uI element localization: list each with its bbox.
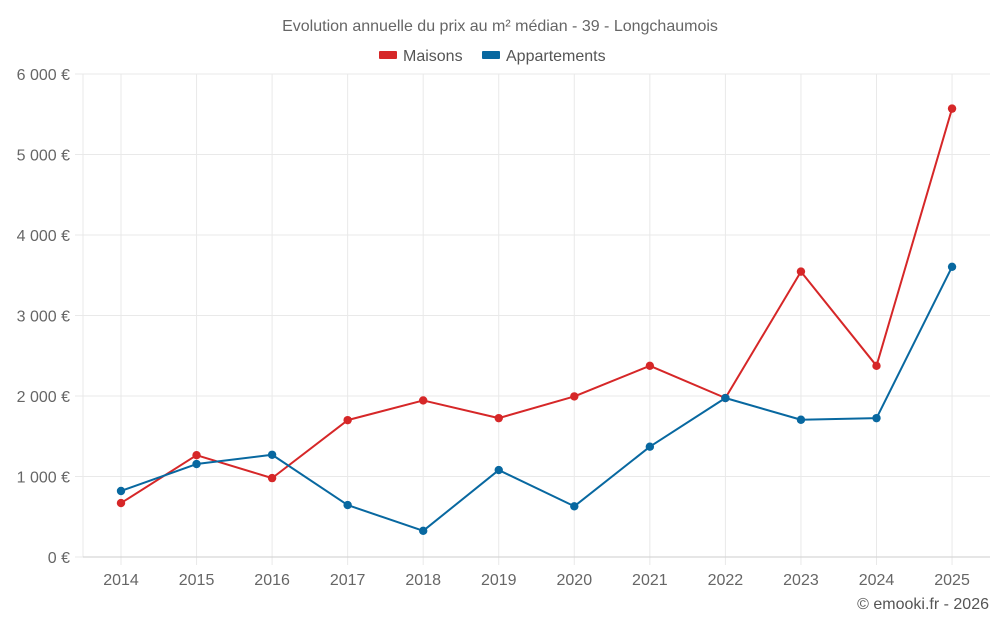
legend-swatch-maisons: [379, 51, 397, 59]
y-tick-label: 3 000 €: [17, 309, 70, 326]
data-point-maisons-2017[interactable]: [343, 415, 352, 425]
x-tick-label: 2015: [179, 572, 215, 589]
data-point-appartements-2025[interactable]: [947, 262, 957, 271]
series-layer: [116, 104, 957, 536]
x-axis: 2014 2015 2016 2017 2018 2019 2020 2021 2022 2023…: [103, 572, 970, 589]
legend-label-maisons: Maisons: [403, 48, 463, 65]
x-tick-label: 2021: [632, 572, 668, 589]
x-tick-label: 2019: [481, 572, 517, 589]
data-point-maisons-2015[interactable]: [192, 450, 201, 460]
x-tick-label: 2018: [405, 572, 441, 589]
data-point-appartements-2024[interactable]: [872, 413, 881, 423]
legend-label-appartements: Appartements: [506, 48, 606, 65]
series-maisons: [116, 104, 957, 508]
legend-item-appartements[interactable]: Appartements: [482, 48, 606, 65]
series-line-maisons: [120, 108, 954, 504]
x-tick-label: 2017: [330, 572, 366, 589]
y-tick-label: 0 €: [48, 550, 70, 567]
data-point-appartements-2019[interactable]: [494, 465, 503, 475]
series-appartements: [116, 262, 957, 536]
y-tick-label: 1 000 €: [17, 470, 70, 487]
y-gridlines: [83, 73, 990, 477]
data-point-maisons-2016[interactable]: [267, 473, 277, 483]
data-point-maisons-2021[interactable]: [645, 361, 655, 371]
x-tick-label: 2020: [557, 572, 593, 589]
data-point-maisons-2018[interactable]: [419, 396, 428, 405]
data-point-maisons-2014[interactable]: [116, 498, 126, 508]
data-point-maisons-2019[interactable]: [494, 413, 503, 423]
legend-swatch-appartements: [482, 51, 500, 59]
y-tick-label: 5 000 €: [17, 148, 70, 165]
legend: Maisons Appartements: [379, 48, 606, 65]
data-point-maisons-2020[interactable]: [570, 392, 579, 401]
copyright-credit: © emooki.fr - 2026: [857, 596, 989, 613]
x-gridlines: [82, 74, 953, 565]
data-point-maisons-2024[interactable]: [872, 361, 881, 371]
data-point-maisons-2023[interactable]: [796, 267, 806, 276]
x-tick-label: 2016: [254, 572, 290, 589]
legend-item-maisons[interactable]: Maisons: [379, 48, 463, 65]
y-tick-label: 4 000 €: [17, 228, 70, 245]
x-tick-label: 2025: [934, 572, 970, 589]
data-point-appartements-2016[interactable]: [267, 450, 277, 459]
data-point-appartements-2022[interactable]: [721, 393, 730, 403]
y-tick-label: 6 000 €: [17, 67, 70, 84]
data-point-appartements-2020[interactable]: [570, 502, 579, 511]
data-point-appartements-2014[interactable]: [116, 486, 126, 496]
data-point-appartements-2018[interactable]: [419, 526, 428, 536]
x-tick-label: 2024: [859, 572, 895, 589]
x-tick-label: 2022: [708, 572, 744, 589]
data-point-maisons-2025[interactable]: [947, 104, 957, 113]
data-point-appartements-2017[interactable]: [343, 500, 352, 510]
x-tick-label: 2023: [783, 572, 819, 589]
data-point-appartements-2015[interactable]: [192, 459, 201, 469]
data-point-appartements-2021[interactable]: [645, 442, 655, 451]
y-axis: 0 € 1 000 € 2 000 € 3 000 € 4 000 € 5 000 € 6 …: [17, 67, 83, 567]
series-line-appartements: [120, 266, 953, 532]
x-tick-label: 2014: [103, 572, 139, 589]
chart-title: Evolution annuelle du prix au m² médian …: [282, 18, 718, 35]
y-tick-label: 2 000 €: [17, 389, 70, 406]
data-point-appartements-2023[interactable]: [796, 415, 806, 424]
